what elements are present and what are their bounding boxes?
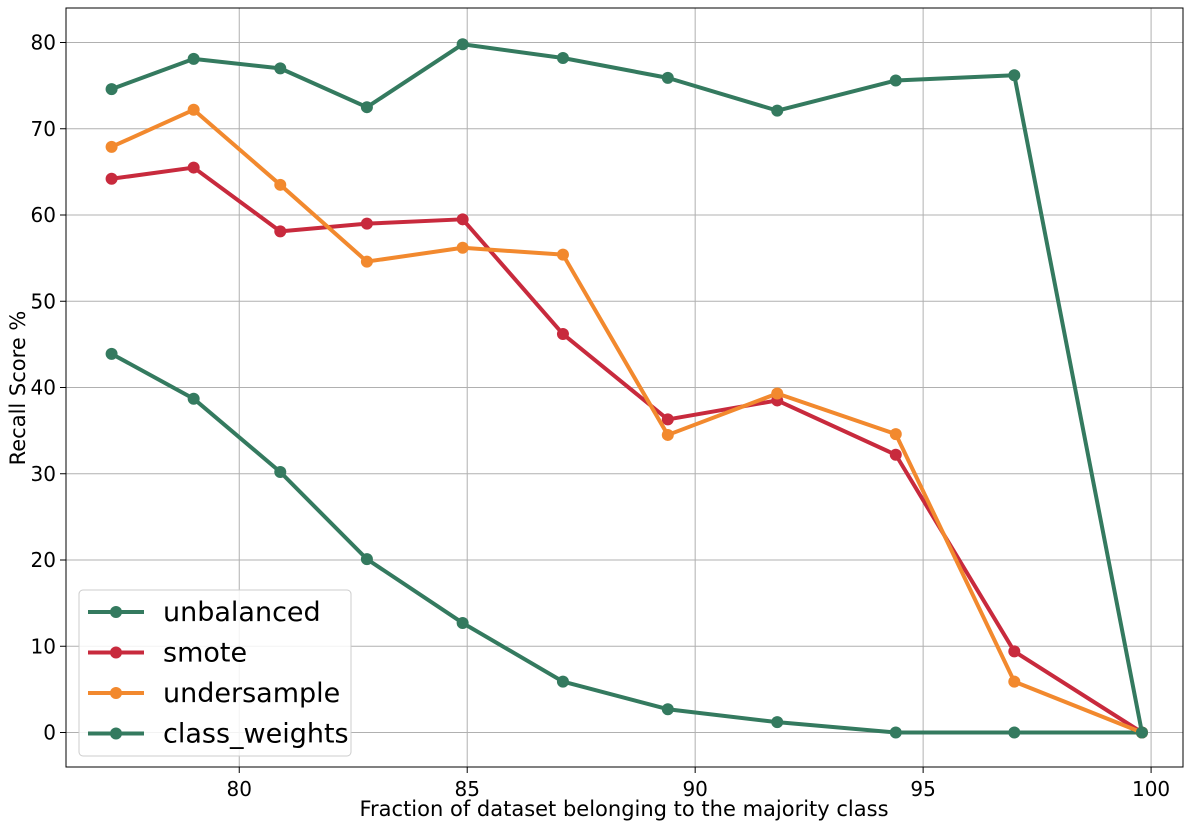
data-point: [360, 553, 373, 566]
legend-label: class_weights: [163, 719, 349, 750]
data-point: [889, 448, 902, 461]
data-point: [1008, 675, 1021, 688]
data-point: [1008, 645, 1021, 658]
x-tick-label: 100: [1132, 777, 1170, 801]
data-point: [274, 178, 287, 191]
y-tick-label: 70: [31, 117, 56, 141]
legend-label: undersample: [163, 678, 340, 709]
series-lines: [105, 38, 1148, 739]
legend-marker: [110, 727, 122, 740]
legend-marker: [110, 687, 122, 699]
data-point: [1008, 69, 1021, 82]
data-point: [456, 213, 469, 226]
data-point: [187, 392, 200, 405]
legend: unbalanced smote undersample class_weights: [78, 589, 352, 757]
x-tick-label: 85: [454, 777, 479, 801]
data-point: [556, 328, 569, 341]
data-point: [1008, 726, 1021, 739]
data-point: [771, 387, 784, 400]
data-point: [889, 726, 902, 739]
data-point: [661, 703, 674, 716]
data-point: [456, 616, 469, 629]
data-point: [456, 241, 469, 254]
legend-box: [78, 589, 352, 757]
data-point: [105, 172, 118, 185]
x-tick-label: 80: [227, 777, 252, 801]
legend-marker: [110, 646, 122, 659]
x-tick-label: 95: [910, 777, 935, 801]
data-point: [360, 101, 373, 114]
data-point: [274, 62, 287, 75]
plot-frame: [65, 7, 1184, 768]
y-tick-label: 60: [31, 203, 56, 227]
data-point: [1135, 726, 1148, 739]
y-tick-label: 0: [43, 721, 56, 745]
data-point: [771, 104, 784, 117]
data-point: [360, 255, 373, 268]
data-point: [661, 428, 674, 441]
data-point: [556, 52, 569, 65]
legend-label: unbalanced: [163, 597, 321, 628]
data-point: [360, 217, 373, 230]
y-tick-label: 20: [31, 548, 56, 572]
data-point: [105, 83, 118, 96]
data-point: [889, 74, 902, 87]
data-point: [187, 161, 200, 174]
data-point: [456, 38, 469, 51]
y-tick-label: 10: [31, 634, 56, 658]
legend-label: smote: [163, 638, 247, 669]
data-point: [187, 52, 200, 65]
data-point: [105, 140, 118, 153]
data-point: [661, 71, 674, 84]
y-tick-label: 50: [31, 289, 56, 313]
series-class_weights: [105, 38, 1148, 739]
data-point: [274, 225, 287, 238]
data-point: [771, 716, 784, 729]
x-axis-label: Fraction of dataset belonging to the maj…: [359, 797, 888, 821]
x-tick-label: 90: [682, 777, 707, 801]
x-axis-ticks: 80 85 90 95 100: [227, 767, 1170, 801]
y-tick-label: 80: [31, 31, 56, 55]
data-point: [556, 675, 569, 688]
legend-marker: [110, 606, 122, 618]
data-point: [105, 347, 118, 360]
data-point: [274, 466, 287, 479]
y-tick-label: 40: [31, 376, 56, 400]
y-axis-label: Recall Score %: [6, 311, 30, 466]
y-axis-ticks: 0 10 20 30 40 50 60 70 80: [31, 31, 66, 745]
y-tick-label: 30: [31, 462, 56, 486]
data-point: [556, 248, 569, 261]
data-point: [187, 103, 200, 116]
data-point: [889, 428, 902, 441]
grid: [66, 8, 1183, 767]
data-point: [661, 413, 674, 426]
